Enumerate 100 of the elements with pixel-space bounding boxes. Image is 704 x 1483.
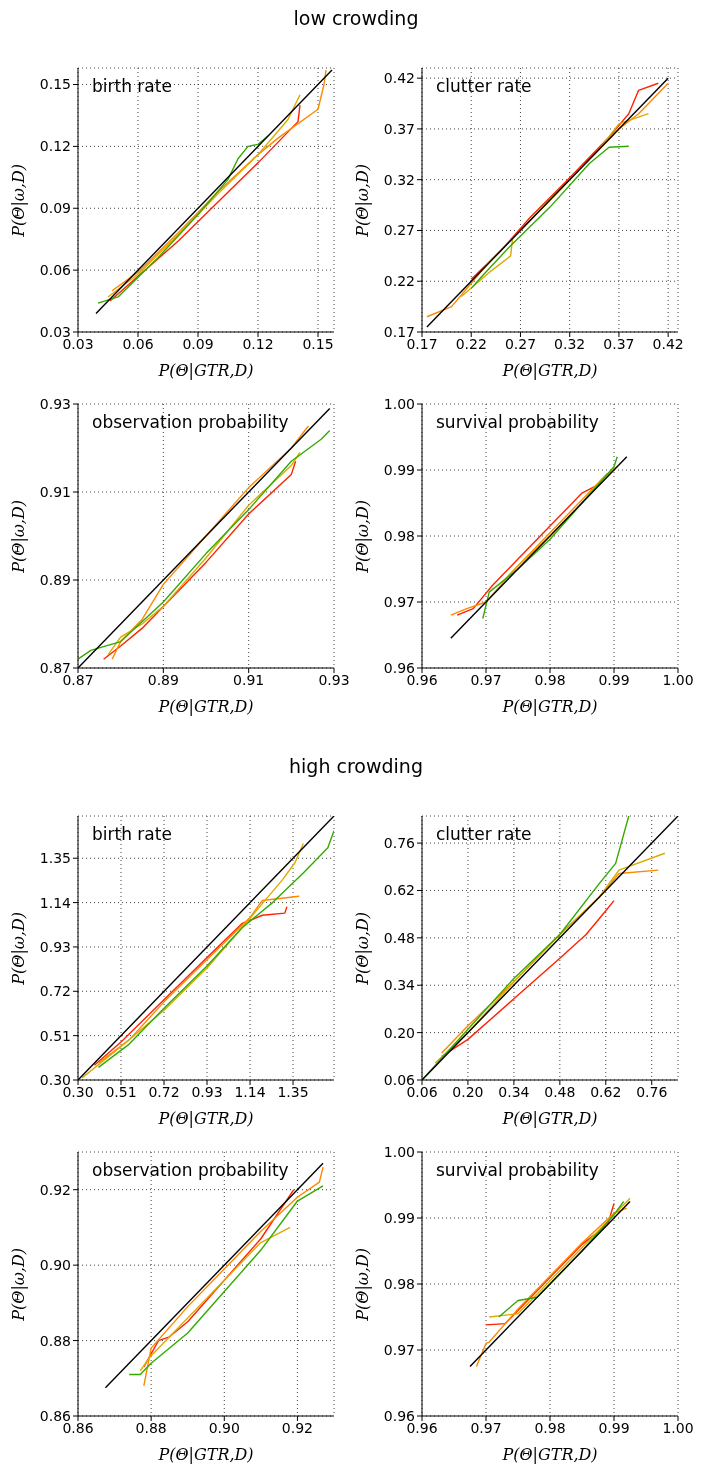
- x-tick-label: 0.72: [148, 1083, 180, 1100]
- text: clutter rate: [436, 76, 532, 96]
- text: high crowding: [288, 755, 424, 779]
- x-tick-label: 0.93: [191, 1083, 223, 1100]
- y-tick-label: 0.96: [383, 1407, 416, 1424]
- y-tick-label: 0.20: [383, 1024, 415, 1041]
- y-tick-label: 0.88: [39, 1332, 71, 1349]
- x-tick-label: 0.12: [242, 335, 274, 352]
- text: birth rate: [92, 824, 172, 844]
- x-axis-title: P(Θ|GTR,D): [157, 1109, 255, 1128]
- text: low crowding: [292, 7, 420, 31]
- y-tick-label: 0.72: [39, 983, 71, 1000]
- text: birth rate: [92, 76, 172, 96]
- x-axis-title: P(Θ|GTR,D): [501, 1445, 599, 1464]
- y-tick-label: 0.22: [383, 273, 415, 290]
- y-tick-label: 0.91: [39, 483, 71, 500]
- x-axis-title: P(Θ|GTR,D): [501, 697, 599, 716]
- y-tick-label: 0.76: [383, 835, 416, 852]
- x-tick-label: 0.32: [554, 335, 586, 352]
- y-tick-label: 0.98: [383, 1275, 415, 1292]
- x-tick-label: 0.15: [302, 335, 334, 352]
- y-axis-title: P(Θ|ω,D): [8, 911, 29, 985]
- x-tick-label: 1.00: [662, 1419, 694, 1436]
- y-tick-label: 1.00: [383, 1143, 415, 1160]
- x-axis-title: P(Θ|GTR,D): [501, 1109, 599, 1128]
- y-tick-label: 0.37: [383, 120, 415, 137]
- x-tick-label: 0.27: [504, 335, 537, 352]
- x-tick-label: 0.91: [233, 671, 265, 688]
- y-tick-label: 0.15: [39, 76, 71, 93]
- y-tick-label: 0.96: [383, 659, 416, 676]
- y-tick-label: 0.06: [39, 262, 72, 279]
- x-axis-title: P(Θ|GTR,D): [157, 1445, 255, 1464]
- x-axis-title: P(Θ|GTR,D): [157, 697, 255, 716]
- x-tick-label: 0.97: [470, 1419, 502, 1436]
- x-tick-label: 0.88: [135, 1419, 167, 1436]
- x-tick-label: 0.22: [455, 335, 487, 352]
- x-tick-label: 1.14: [234, 1083, 266, 1100]
- y-tick-label: 0.06: [383, 1071, 416, 1088]
- y-tick-label: 0.97: [383, 593, 415, 610]
- x-tick-label: 0.62: [590, 1083, 622, 1100]
- x-axis-title: P(Θ|GTR,D): [501, 361, 599, 380]
- x-tick-label: 0.97: [470, 671, 502, 688]
- y-tick-label: 0.27: [383, 222, 415, 239]
- y-axis-title: P(Θ|ω,D): [8, 163, 29, 237]
- text: survival probability: [436, 1160, 599, 1180]
- y-tick-label: 0.62: [383, 882, 415, 899]
- x-tick-label: 1.00: [662, 671, 694, 688]
- x-tick-label: 0.93: [318, 671, 350, 688]
- y-axis-title: P(Θ|ω,D): [8, 499, 29, 573]
- y-tick-label: 0.03: [39, 323, 71, 340]
- y-tick-label: 0.99: [383, 1209, 415, 1226]
- x-tick-label: 0.90: [208, 1419, 240, 1436]
- y-tick-label: 0.32: [383, 171, 415, 188]
- y-tick-label: 0.97: [383, 1341, 415, 1358]
- y-tick-label: 0.42: [383, 70, 415, 87]
- y-tick-label: 0.30: [39, 1071, 71, 1088]
- text: clutter rate: [436, 824, 532, 844]
- x-tick-label: 0.34: [498, 1083, 530, 1100]
- y-tick-label: 0.48: [383, 929, 415, 946]
- y-axis-title: P(Θ|ω,D): [352, 163, 373, 237]
- y-tick-label: 0.12: [39, 138, 71, 155]
- x-axis-title: P(Θ|GTR,D): [157, 361, 255, 380]
- x-tick-label: 0.89: [147, 671, 179, 688]
- y-tick-label: 0.99: [383, 461, 415, 478]
- text: survival probability: [436, 412, 599, 432]
- y-tick-label: 0.86: [39, 1407, 72, 1424]
- y-tick-label: 0.92: [39, 1181, 71, 1198]
- y-tick-label: 0.93: [39, 395, 71, 412]
- x-tick-label: 0.42: [652, 335, 684, 352]
- text: observation probability: [92, 412, 289, 432]
- x-tick-label: 0.37: [603, 335, 635, 352]
- y-tick-label: 0.89: [39, 571, 71, 588]
- y-axis-title: P(Θ|ω,D): [352, 911, 373, 985]
- y-tick-label: 0.09: [39, 200, 71, 217]
- y-tick-label: 1.35: [39, 850, 71, 867]
- x-tick-label: 1.35: [277, 1083, 309, 1100]
- y-tick-label: 0.90: [39, 1257, 71, 1274]
- y-tick-label: 0.51: [39, 1027, 71, 1044]
- x-tick-label: 0.20: [452, 1083, 484, 1100]
- x-tick-label: 0.99: [598, 671, 630, 688]
- x-tick-label: 0.92: [281, 1419, 314, 1436]
- y-tick-label: 0.34: [383, 977, 416, 994]
- y-tick-label: 0.98: [383, 527, 415, 544]
- x-tick-label: 0.48: [544, 1083, 576, 1100]
- x-tick-label: 0.98: [534, 1419, 566, 1436]
- y-tick-label: 0.17: [383, 323, 415, 340]
- y-tick-label: 0.87: [39, 659, 71, 676]
- x-tick-label: 0.98: [534, 671, 566, 688]
- x-tick-label: 0.51: [105, 1083, 137, 1100]
- y-axis-title: P(Θ|ω,D): [8, 1247, 29, 1321]
- y-axis-title: P(Θ|ω,D): [352, 1247, 373, 1321]
- y-tick-label: 1.14: [39, 894, 72, 911]
- x-tick-label: 0.09: [182, 335, 214, 352]
- x-tick-label: 0.76: [636, 1083, 668, 1100]
- text: observation probability: [92, 1160, 289, 1180]
- y-axis-title: P(Θ|ω,D): [352, 499, 373, 573]
- y-tick-label: 0.93: [39, 938, 71, 955]
- x-tick-label: 0.99: [598, 1419, 630, 1436]
- x-tick-label: 0.06: [122, 335, 154, 352]
- y-tick-label: 1.00: [383, 395, 415, 412]
